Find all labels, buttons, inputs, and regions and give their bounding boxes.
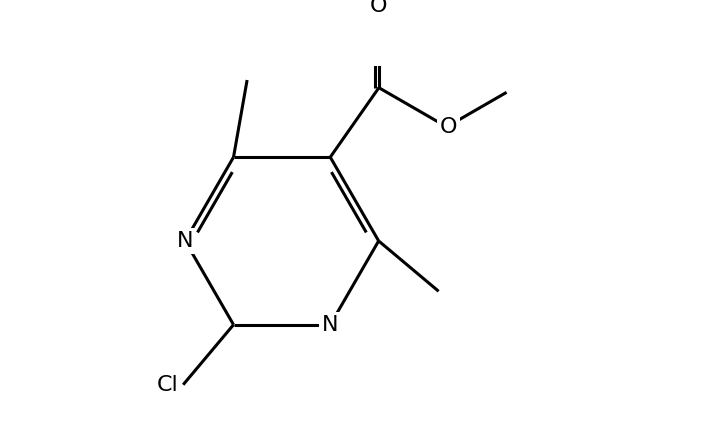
Text: Cl: Cl — [157, 375, 178, 395]
Text: N: N — [322, 315, 338, 335]
Text: O: O — [440, 117, 457, 137]
Text: O: O — [370, 0, 388, 16]
Text: N: N — [177, 231, 193, 251]
